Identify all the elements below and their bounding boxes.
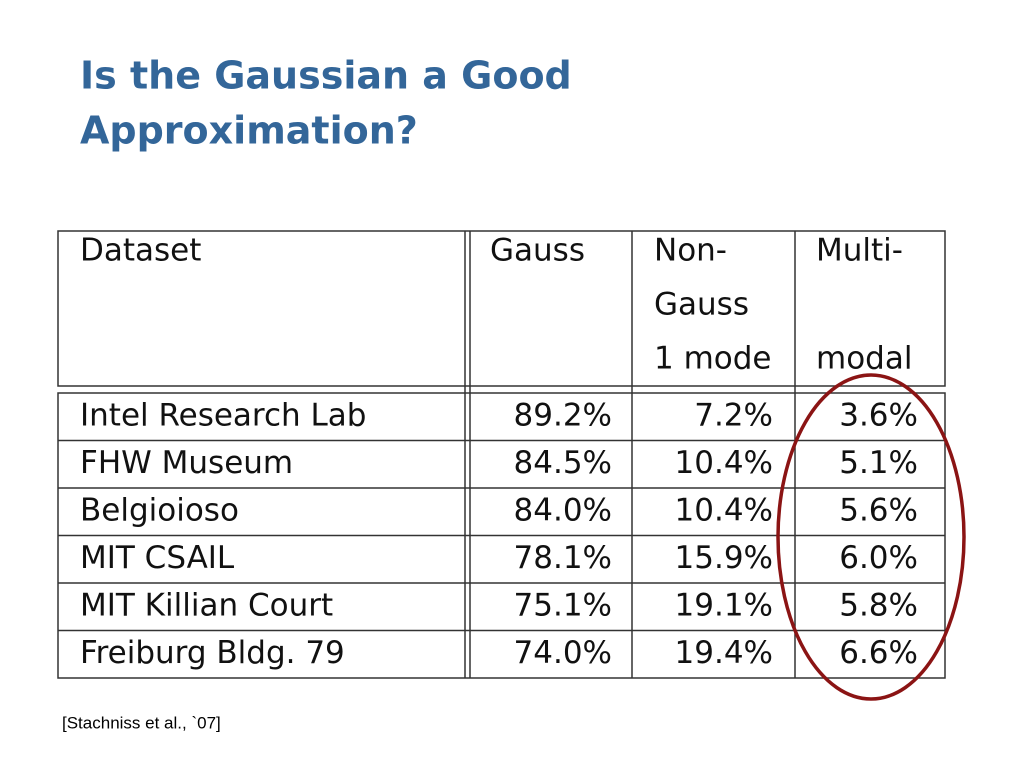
percent-cell: 84.5% — [514, 445, 612, 481]
percent-cell: 19.4% — [675, 635, 773, 671]
title-line: Is the Gaussian a Good — [80, 54, 572, 98]
dataset-name: Intel Research Lab — [80, 397, 366, 433]
dataset-name: Belgioioso — [80, 492, 239, 528]
percent-cell: 75.1% — [514, 587, 612, 623]
percent-cell: 7.2% — [694, 397, 773, 433]
header-cell: Gauss — [490, 233, 585, 269]
header-cell: Gauss — [654, 287, 749, 323]
header-cell: modal — [816, 341, 912, 377]
percent-cell: 5.8% — [839, 587, 918, 623]
dataset-name: MIT Killian Court — [80, 587, 333, 623]
percent-cell: 5.6% — [839, 492, 918, 528]
percent-cell: 6.0% — [839, 540, 918, 576]
percent-cell: 78.1% — [514, 540, 612, 576]
percent-cell: 10.4% — [675, 492, 773, 528]
header-cell: 1 mode — [654, 341, 772, 377]
percent-cell: 84.0% — [514, 492, 612, 528]
header-frame — [57, 230, 946, 387]
highlight-ellipse — [776, 373, 966, 701]
percent-cell: 89.2% — [514, 397, 612, 433]
citation: [Stachniss et al., `07] — [62, 713, 221, 732]
percent-cell: 10.4% — [675, 445, 773, 481]
percent-cell: 6.6% — [839, 635, 918, 671]
table: Dataset Gauss Non- Gauss 1 mode Multi-modal In… — [57, 230, 946, 679]
percent-cell: 5.1% — [839, 445, 918, 481]
dataset-name: FHW Museum — [80, 445, 293, 481]
dataset-name: MIT CSAIL — [80, 540, 235, 576]
title-line: Approximation? — [80, 109, 418, 153]
header-cell: Multi- — [816, 233, 903, 269]
percent-cell: 15.9% — [675, 540, 773, 576]
header-cell: Dataset — [80, 233, 201, 269]
percent-cell: 19.1% — [675, 587, 773, 623]
percent-cell: 74.0% — [514, 635, 612, 671]
dataset-name: Freiburg Bldg. 79 — [80, 635, 345, 671]
header-cell: Non- — [654, 233, 727, 269]
percent-cell: 3.6% — [839, 397, 918, 433]
